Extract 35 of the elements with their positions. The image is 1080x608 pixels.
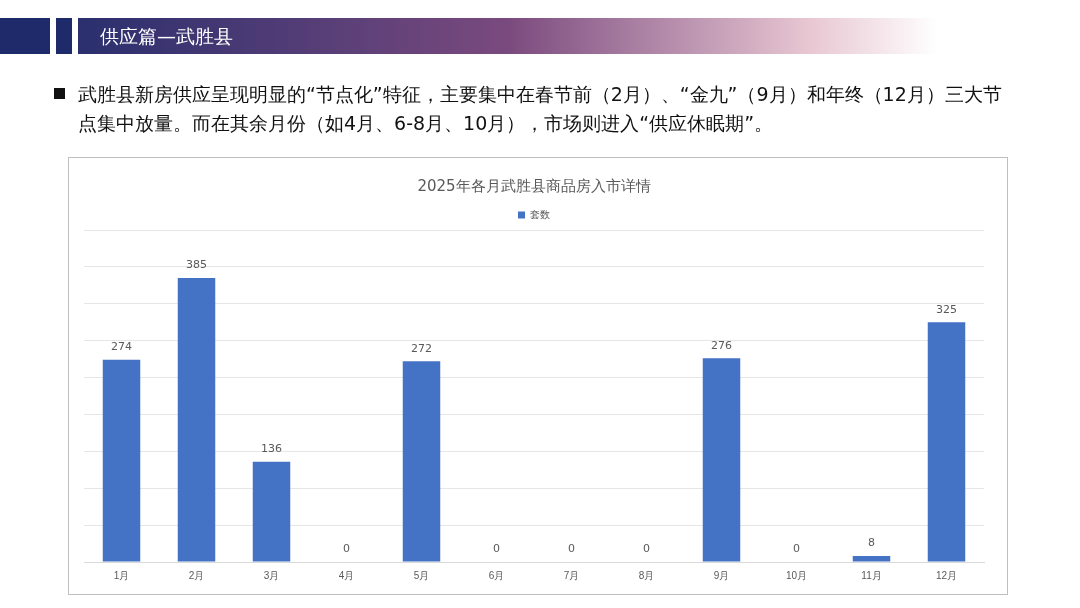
text: 供应篇—武胜县 <box>78 18 938 54</box>
data-label: 8 <box>868 536 875 550</box>
bar <box>702 358 741 562</box>
bar <box>402 361 441 562</box>
x-tick-label: 7月 <box>563 569 580 581</box>
bar <box>252 461 291 562</box>
x-tick-label: 4月 <box>338 569 355 581</box>
data-label: 0 <box>568 542 575 556</box>
x-tick-label: 5月 <box>413 569 430 581</box>
data-label: 274 <box>111 340 132 354</box>
x-tick-label: 12月 <box>935 569 958 581</box>
x-tick-label: 1月 <box>113 569 130 581</box>
x-tick-label: 10月 <box>785 569 808 581</box>
data-label: 0 <box>643 542 650 556</box>
bar <box>177 277 216 562</box>
data-label: 0 <box>343 542 350 556</box>
data-label: 136 <box>261 442 282 456</box>
data-label: 272 <box>411 341 432 355</box>
x-tick-label: 11月 <box>861 569 882 581</box>
x-tick-label: 2月 <box>188 569 205 581</box>
data-label: 0 <box>493 542 500 556</box>
data-label: 0 <box>793 542 800 556</box>
chart-title: 2025年各月武胜县商品房入市详情 <box>417 176 651 195</box>
x-tick-label: 8月 <box>638 569 655 581</box>
data-label: 325 <box>936 302 957 316</box>
x-tick-label: 9月 <box>713 569 730 581</box>
data-label: 276 <box>711 338 732 352</box>
legend-label: 套数 <box>530 208 550 220</box>
x-tick-label: 6月 <box>488 569 505 581</box>
bar <box>927 322 966 562</box>
bar <box>852 556 891 562</box>
text: 武胜县新房供应呈现明显的“节点化”特征，主要集中在春节前（2月）、“金九”（9月）和年终（12月）三大节点集中放量。而在其余月份（如4月、6-8月、10月），市场则进入“供应休眠期”。 <box>78 82 1003 136</box>
data-label: 385 <box>186 258 207 272</box>
bar <box>102 359 141 562</box>
x-tick-label: 3月 <box>263 569 280 581</box>
